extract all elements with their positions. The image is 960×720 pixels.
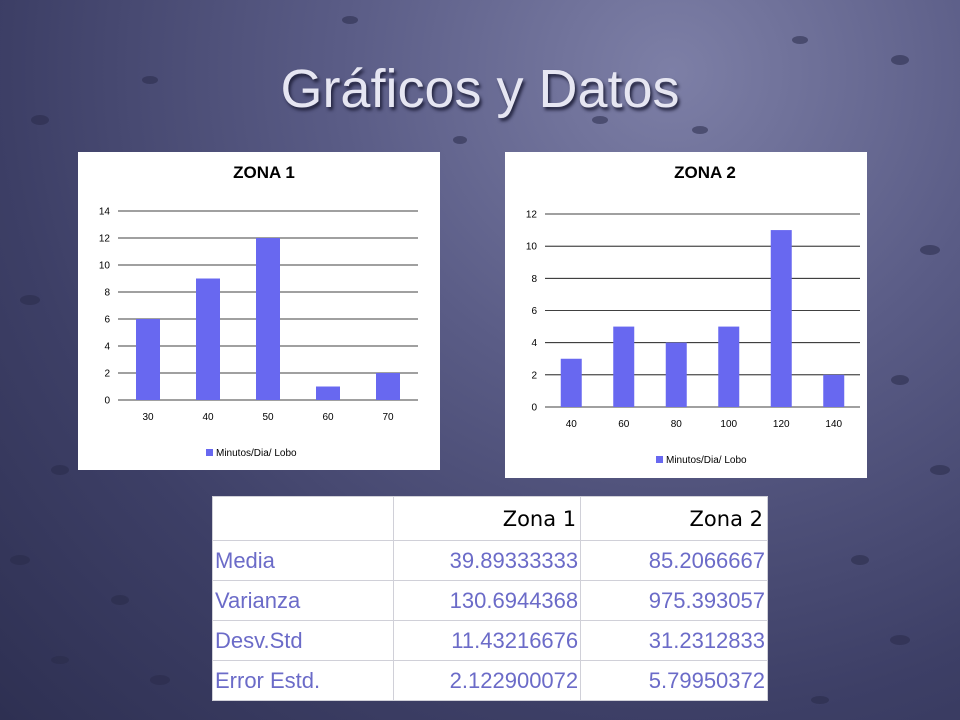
bar — [770, 230, 792, 407]
bar — [613, 326, 635, 407]
bar — [823, 374, 845, 407]
cell-zona-1: 11.43216676 — [392, 620, 582, 661]
bar — [718, 326, 740, 407]
chart-title: ZONA 1 — [233, 163, 295, 182]
chart-zona-1: ZONA 1 0 2 4 6 8 10 12 14 30 40 50 60 70 Minutos/Dia/ … — [78, 152, 440, 470]
y-tick-label: 2 — [104, 369, 110, 380]
y-tick-label: 0 — [531, 403, 537, 414]
y-tick-label: 10 — [99, 261, 111, 272]
table-row: Media 39.89333333 85.2066667 — [212, 540, 768, 581]
table-row: Desv.Std 11.43216676 31.2312833 — [212, 620, 768, 661]
cell-zona-1: 2.122900072 — [392, 660, 582, 701]
y-tick-label: 4 — [104, 342, 110, 353]
x-tick-label: 30 — [142, 412, 154, 423]
y-tick-label: 12 — [526, 210, 538, 221]
legend-swatch — [206, 449, 213, 456]
x-tick-label: 80 — [671, 419, 683, 430]
row-label: Varianza — [212, 580, 394, 621]
cell-zona-2: 975.393057 — [580, 580, 768, 621]
bar — [196, 278, 220, 400]
y-tick-label: 8 — [104, 288, 110, 299]
y-tick-label: 8 — [531, 274, 537, 285]
y-tick-label: 10 — [526, 242, 538, 253]
cell-zona-2: 31.2312833 — [580, 620, 768, 661]
x-tick-label: 60 — [618, 419, 630, 430]
x-tick-label: 70 — [382, 412, 394, 423]
table-row: Varianza 130.6944368 975.393057 — [212, 580, 768, 621]
stats-table: Zona 1 Zona 2 Media 39.89333333 85.20666… — [212, 496, 768, 701]
bar — [560, 358, 582, 407]
table-header-cell: Zona 1 — [392, 496, 582, 541]
x-tick-label: 120 — [773, 419, 790, 430]
x-tick-label: 100 — [720, 419, 737, 430]
bar — [256, 238, 280, 400]
row-label: Error Estd. — [212, 660, 394, 701]
legend-label: Minutos/Dia/ Lobo — [666, 455, 747, 466]
chart-zona-1-svg: ZONA 1 0 2 4 6 8 10 12 14 30 40 50 60 70 Minutos/Dia/ … — [99, 163, 418, 459]
y-tick-label: 12 — [99, 234, 111, 245]
slide-title: Gráficos y Datos — [280, 59, 680, 119]
chart-zona-2-svg: ZONA 2 0 2 4 6 8 10 12 40 60 80 100 120 140 Minutos/Di… — [526, 163, 860, 466]
x-tick-label: 50 — [262, 412, 274, 423]
table-header-row: Zona 1 Zona 2 — [212, 496, 768, 541]
table-header-cell — [212, 496, 394, 541]
y-tick-label: 4 — [531, 338, 537, 349]
table-row: Error Estd. 2.122900072 5.79950372 — [212, 660, 768, 701]
bar — [665, 342, 687, 407]
y-tick-label: 6 — [531, 306, 537, 317]
x-tick-label: 140 — [825, 419, 842, 430]
y-tick-label: 6 — [104, 315, 110, 326]
table-header-cell: Zona 2 — [580, 496, 768, 541]
legend-swatch — [656, 456, 663, 463]
x-tick-label: 40 — [566, 419, 578, 430]
legend-label: Minutos/Dia/ Lobo — [216, 448, 297, 459]
y-tick-label: 0 — [104, 396, 110, 407]
y-tick-label: 2 — [531, 370, 537, 381]
cell-zona-1: 39.89333333 — [392, 540, 582, 581]
chart-title: ZONA 2 — [674, 163, 736, 182]
bar — [316, 386, 340, 400]
bar — [376, 373, 400, 400]
x-tick-label: 40 — [202, 412, 214, 423]
bar — [136, 319, 160, 400]
cell-zona-2: 5.79950372 — [580, 660, 768, 701]
y-tick-label: 14 — [99, 207, 111, 218]
row-label: Media — [212, 540, 394, 581]
x-tick-label: 60 — [322, 412, 334, 423]
row-label: Desv.Std — [212, 620, 394, 661]
chart-zona-2: ZONA 2 0 2 4 6 8 10 12 40 60 80 100 120 140 Minutos/Di… — [505, 152, 867, 478]
cell-zona-1: 130.6944368 — [392, 580, 582, 621]
cell-zona-2: 85.2066667 — [580, 540, 768, 581]
